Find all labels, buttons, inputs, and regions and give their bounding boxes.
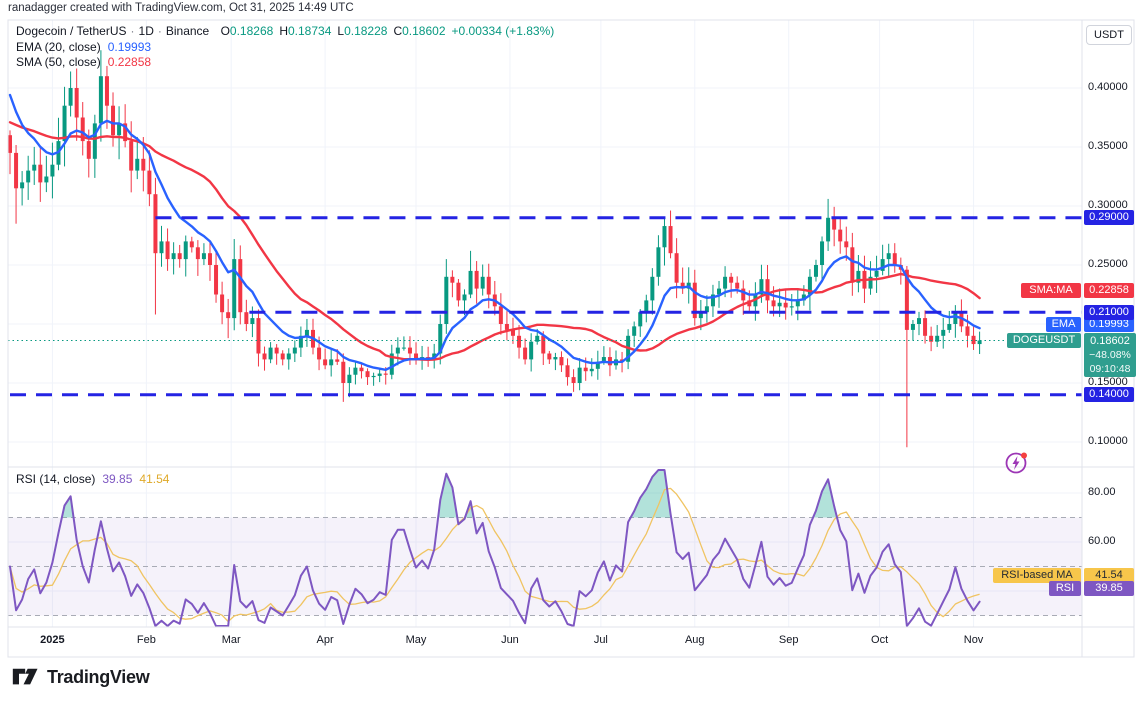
rsi-label[interactable]: RSI (14, close) bbox=[16, 472, 96, 486]
price-tick-label: 0.35000 bbox=[1088, 140, 1128, 152]
time-axis-month-label[interactable]: Aug bbox=[684, 634, 705, 646]
separator: · bbox=[130, 24, 135, 38]
rsi-ma-axis-pill: RSI-based MA bbox=[993, 568, 1081, 583]
last-price-change: −48.08% bbox=[1089, 349, 1131, 361]
tradingview-brand[interactable]: TradingView bbox=[12, 666, 150, 688]
ema-label[interactable]: EMA (20, close) bbox=[16, 40, 101, 54]
open-value: 0.18268 bbox=[229, 24, 274, 38]
close-letter: C bbox=[393, 24, 403, 38]
price-tick-label: 0.30000 bbox=[1088, 199, 1128, 211]
sma-axis-pill: SMA:MA bbox=[1021, 283, 1081, 298]
rsi-axis-pill: RSI bbox=[1049, 581, 1081, 596]
high-value: 0.18734 bbox=[287, 24, 332, 38]
symbol-name[interactable]: Dogecoin / TetherUS bbox=[16, 24, 127, 38]
level-axis-value: 0.29000 bbox=[1084, 210, 1134, 226]
symbol-legend[interactable]: Dogecoin / TetherUS · 1D · Binance O0.18268 H… bbox=[16, 24, 554, 38]
time-axis-month-label[interactable]: Jun bbox=[501, 634, 519, 646]
sma-label[interactable]: SMA (50, close) bbox=[16, 55, 101, 69]
separator: · bbox=[157, 24, 162, 38]
rsi-axis-value: 39.85 bbox=[1084, 581, 1134, 596]
price-tick-label: 0.40000 bbox=[1088, 81, 1128, 93]
currency-toggle-button[interactable]: USDT bbox=[1086, 25, 1132, 45]
tradingview-logo-icon bbox=[12, 668, 38, 685]
rsi-ma-axis-value: 41.54 bbox=[1084, 568, 1134, 583]
sma-value: 0.22858 bbox=[107, 55, 152, 69]
price-tick-label: 0.15000 bbox=[1088, 376, 1128, 388]
ohlc-values: O0.18268 H0.18734 L0.18228 C0.18602 +0.00334… bbox=[221, 24, 555, 38]
time-axis-month-label[interactable]: Sep bbox=[778, 634, 799, 646]
time-axis-month-label[interactable]: Feb bbox=[136, 634, 156, 646]
flash-icon[interactable] bbox=[1005, 452, 1028, 474]
rsi-tick-label: 60.00 bbox=[1088, 535, 1116, 547]
high-letter: H bbox=[279, 24, 288, 38]
price-tick-label: 0.10000 bbox=[1088, 435, 1128, 447]
ema-axis-pill: EMA bbox=[1046, 317, 1081, 332]
change-value: +0.00334 (+1.83%) bbox=[451, 24, 555, 38]
open-letter: O bbox=[220, 24, 230, 38]
sma-axis-value: 0.22858 bbox=[1084, 283, 1134, 298]
rsi-ma-value: 41.54 bbox=[139, 472, 170, 486]
rsi-legend[interactable]: RSI (14, close) 39.85 41.54 bbox=[16, 472, 169, 486]
time-axis-month-label[interactable]: Nov bbox=[963, 634, 984, 646]
price-tick-label: 0.25000 bbox=[1088, 258, 1128, 270]
time-axis-month-label[interactable]: Oct bbox=[871, 634, 889, 646]
ema-axis-value: 0.19993 bbox=[1084, 317, 1134, 332]
time-axis-month-label[interactable]: May bbox=[405, 634, 427, 646]
bar-countdown: 09:10:48 bbox=[1089, 363, 1131, 375]
brand-name: TradingView bbox=[47, 666, 150, 687]
level-axis-value: 0.21000 bbox=[1084, 304, 1134, 320]
close-value: 0.18602 bbox=[402, 24, 446, 38]
time-axis-month-label[interactable]: Mar bbox=[221, 634, 241, 646]
ema-value: 0.19993 bbox=[107, 40, 152, 54]
symbol-axis-pill: DOGEUSDT bbox=[1007, 333, 1081, 348]
exchange-label: Binance bbox=[165, 24, 210, 38]
low-value: 0.18228 bbox=[344, 24, 388, 38]
rsi-tick-label: 80.00 bbox=[1088, 486, 1116, 498]
time-axis-month-label[interactable]: Apr bbox=[316, 634, 334, 646]
rsi-value: 39.85 bbox=[102, 472, 133, 486]
interval-label[interactable]: 1D bbox=[138, 24, 154, 38]
low-letter: L bbox=[337, 24, 345, 38]
time-axis-month-label[interactable]: Jul bbox=[593, 634, 608, 646]
time-axis-month-label[interactable]: 2025 bbox=[40, 634, 65, 646]
last-price-axis-box: 0.18602 −48.08% 09:10:48 bbox=[1084, 333, 1136, 377]
sma-legend[interactable]: SMA (50, close) 0.22858 bbox=[16, 55, 151, 69]
attribution-text: ranadagger created with TradingView.com,… bbox=[8, 2, 354, 14]
level-axis-value: 0.14000 bbox=[1084, 387, 1134, 403]
ema-legend[interactable]: EMA (20, close) 0.19993 bbox=[16, 40, 151, 54]
last-price-value: 0.18602 bbox=[1090, 335, 1130, 347]
